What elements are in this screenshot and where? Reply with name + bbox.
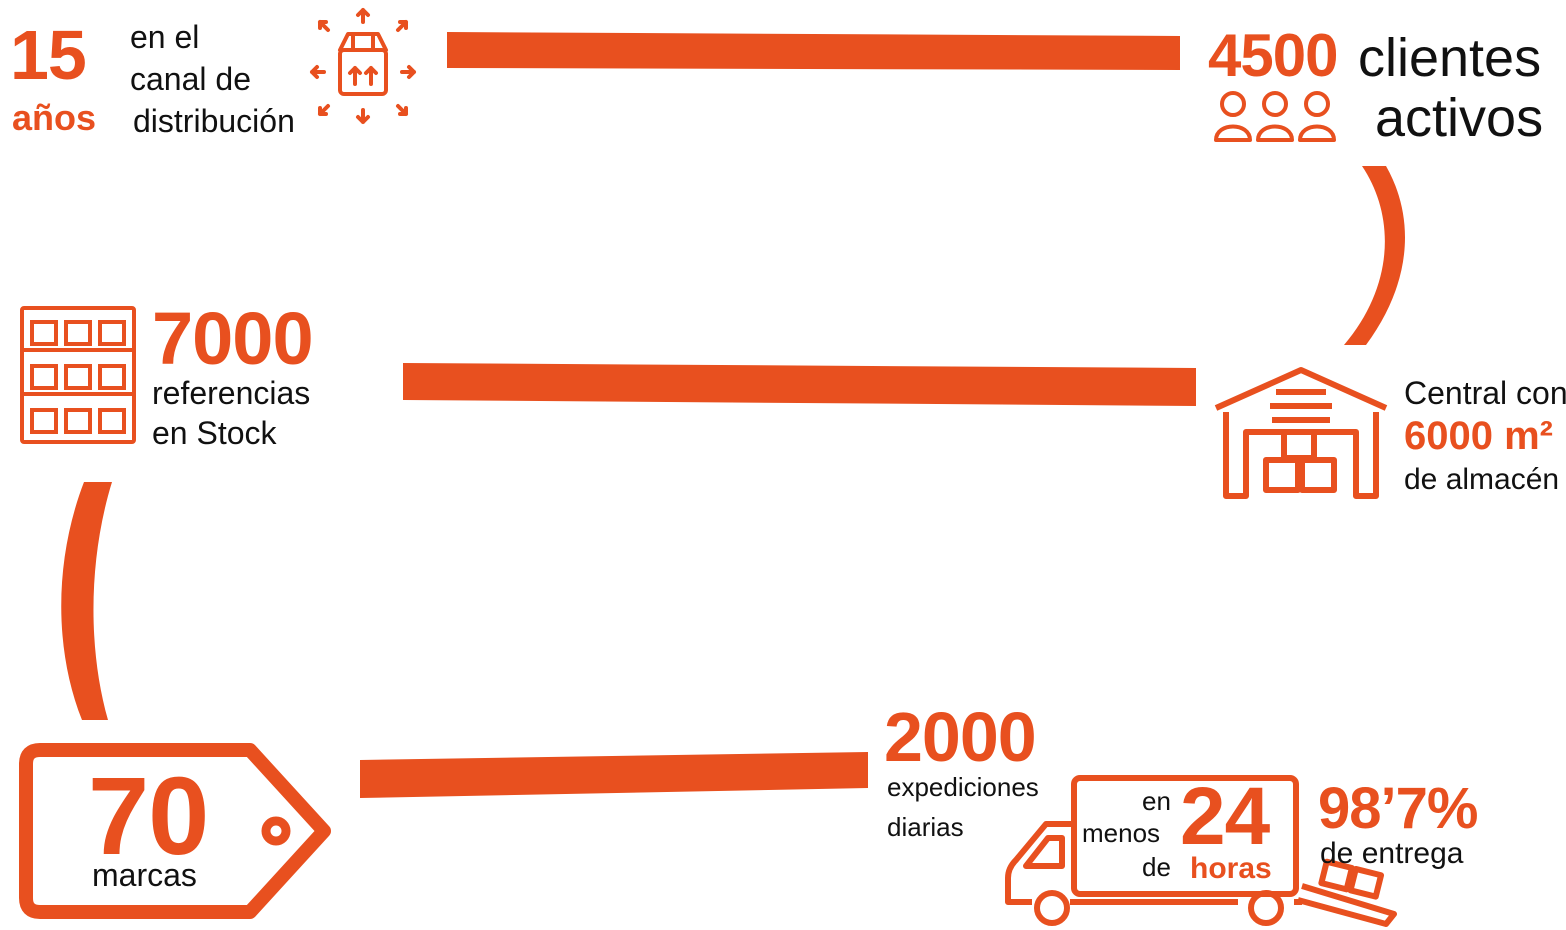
shipments-number: 2000 <box>884 698 1037 776</box>
connector-left-arc <box>61 482 112 720</box>
shelves-icon <box>20 306 136 444</box>
connector-bottom <box>360 752 868 798</box>
warehouse-label-3: de almacén <box>1404 463 1560 496</box>
delivery-unit: horas <box>1190 852 1272 885</box>
years-label-1: en el <box>130 19 200 55</box>
warehouse-icon <box>1214 367 1388 499</box>
people-icon <box>1214 91 1336 142</box>
delivery-truck-icon <box>1005 775 1397 927</box>
stock-number: 7000 <box>152 297 314 380</box>
years-number: 15 <box>10 16 87 94</box>
clients-label-1: clientes <box>1358 28 1542 88</box>
connector-right-arc <box>1344 166 1405 345</box>
brands-label: marcas <box>92 857 197 893</box>
warehouse-label-1: Central con <box>1404 375 1566 411</box>
delivery-number: 24 <box>1180 771 1270 862</box>
price-tag-icon <box>19 743 331 919</box>
years-label-2: canal de <box>130 61 251 97</box>
brands-number: 70 <box>88 755 209 878</box>
stock-label-1: referencias <box>152 375 311 411</box>
years-unit: años <box>12 97 97 138</box>
years-label-3: distribución <box>133 103 295 139</box>
connector-top <box>447 32 1180 70</box>
box-distribution-icon <box>310 8 416 124</box>
connector-middle <box>403 363 1196 406</box>
rate-label: de entrega <box>1320 837 1464 870</box>
delivery-prefix-3: de <box>1142 852 1171 882</box>
rate-number: 98’7% <box>1318 776 1478 841</box>
clients-label-2: activos <box>1375 88 1544 148</box>
delivery-prefix-2: menos <box>1082 818 1161 848</box>
warehouse-number: 6000 m² <box>1404 414 1553 458</box>
delivery-prefix-1: en <box>1142 786 1171 816</box>
shipments-label-1: expediciones <box>887 772 1039 802</box>
stock-label-2: en Stock <box>152 415 277 451</box>
clients-number: 4500 <box>1208 22 1338 89</box>
shipments-label-2: diarias <box>887 812 964 842</box>
